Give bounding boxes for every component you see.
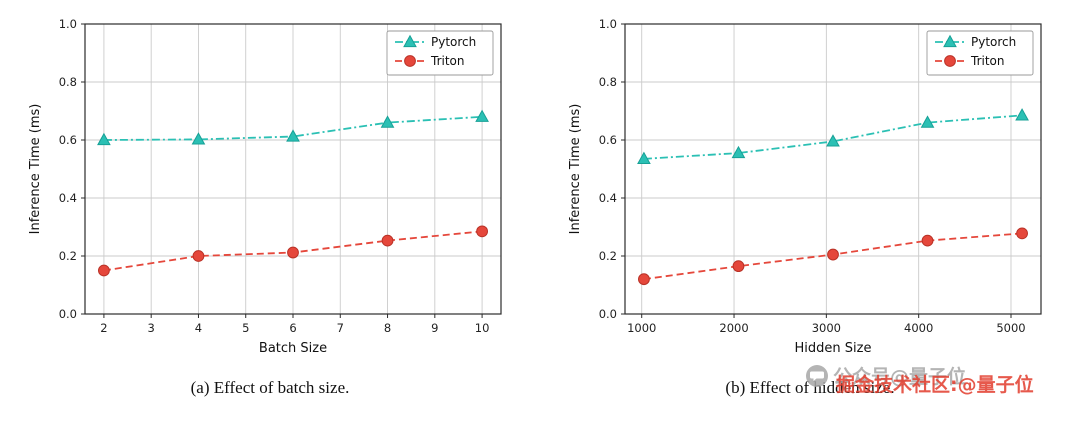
x-tick-label: 1000	[627, 321, 656, 335]
x-tick-label: 7	[337, 321, 344, 335]
triton-marker	[192, 250, 205, 262]
y-tick-label: 1.0	[599, 17, 617, 31]
triton-marker	[1016, 227, 1028, 240]
y-tick-label: 0.4	[59, 191, 77, 205]
y-tick-label: 1.0	[59, 17, 77, 31]
pytorch-marker	[191, 132, 206, 145]
legend-label: Pytorch	[431, 35, 476, 49]
triton-marker	[381, 234, 394, 247]
pytorch-marker	[637, 151, 651, 164]
x-tick-label: 6	[289, 321, 296, 335]
batch-size-chart: 2 3 4 5 6 7 8 9 10 0.0 0.2 0.4 0.6 0.8 1.0 Batch Size In…	[28, 17, 502, 356]
x-tick-label: 2000	[719, 321, 748, 335]
x-tick-label: 3	[148, 321, 155, 335]
legend: Pytorch Triton	[926, 30, 1034, 76]
x-tick-label: 8	[384, 321, 391, 335]
triton-marker	[827, 248, 839, 261]
x-tick-label: 10	[475, 321, 490, 335]
y-tick-label: 0.8	[599, 75, 617, 89]
triton-marker	[287, 246, 299, 259]
pytorch-marker	[380, 115, 395, 128]
legend-label: Triton	[430, 54, 465, 68]
x-tick-label: 9	[431, 321, 438, 335]
caption-b: (b) Effect of hidden size.	[725, 378, 895, 397]
pytorch-marker	[475, 109, 489, 122]
caption-a: (a) Effect of batch size.	[190, 378, 350, 397]
pytorch-marker	[286, 129, 300, 142]
legend: Pytorch Triton	[386, 30, 494, 76]
pytorch-marker	[403, 34, 417, 48]
pytorch-marker	[943, 34, 957, 48]
y-tick-label: 0.8	[59, 75, 77, 89]
triton-marker	[944, 55, 956, 67]
triton-marker	[732, 260, 745, 273]
y-tick-label: 0.0	[599, 307, 617, 321]
pytorch-marker	[920, 115, 935, 128]
triton-marker	[921, 234, 934, 247]
plot-frame	[624, 23, 1042, 315]
x-tick-label: 5000	[996, 321, 1025, 335]
pytorch-marker	[826, 134, 840, 147]
pytorch-marker	[1015, 108, 1029, 121]
triton-marker	[98, 264, 110, 277]
pytorch-marker	[97, 132, 111, 146]
y-axis-label: Inference Time (ms)	[28, 104, 43, 235]
y-tick-label: 0.2	[59, 249, 77, 263]
y-axis-label: Inference Time (ms)	[568, 104, 583, 235]
hidden-size-chart: 1000 2000 3000 4000 5000 0.0 0.2 0.4 0.6 0.8 1.0 Hi…	[568, 17, 1042, 356]
legend-label: Triton	[970, 54, 1005, 68]
y-tick-label: 0.4	[599, 191, 617, 205]
x-axis-label: Batch Size	[259, 341, 327, 356]
triton-marker	[404, 55, 416, 67]
figure-batch-size: 2 3 4 5 6 7 8 9 10 0.0 0.2 0.4 0.6 0.8 1.0 Batch Size In…	[25, 6, 515, 398]
y-tick-label: 0.6	[59, 133, 77, 147]
pytorch-line	[103, 115, 483, 141]
x-tick-label: 4000	[904, 321, 933, 335]
x-tick-label: 5	[242, 321, 249, 335]
x-tick-label: 3000	[812, 321, 841, 335]
legend-label: Pytorch	[971, 35, 1016, 49]
triton-marker	[638, 273, 650, 286]
y-tick-label: 0.0	[59, 307, 77, 321]
x-axis-label: Hidden Size	[795, 341, 872, 356]
pytorch-marker	[731, 145, 746, 159]
x-tick-label: 4	[195, 321, 202, 335]
triton-marker	[476, 225, 488, 238]
x-tick-label: 2	[100, 321, 107, 335]
figure-hidden-size: 1000 2000 3000 4000 5000 0.0 0.2 0.4 0.6 0.8 1.0 Hi…	[565, 6, 1055, 398]
y-tick-label: 0.2	[599, 249, 617, 263]
y-tick-label: 0.6	[599, 133, 617, 147]
